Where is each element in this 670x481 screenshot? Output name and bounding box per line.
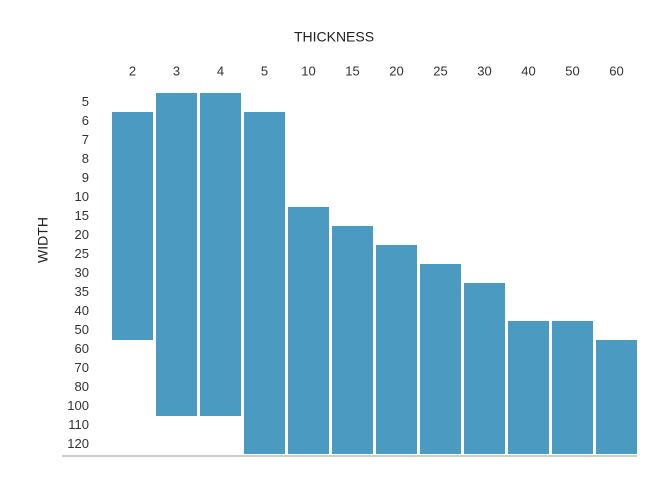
bar bbox=[156, 93, 197, 416]
bar bbox=[112, 112, 153, 340]
y-tick-label: 100 bbox=[67, 398, 89, 413]
y-tick-label: 120 bbox=[67, 436, 89, 451]
y-tick-label: 110 bbox=[68, 417, 89, 432]
y-tick-label: 80 bbox=[75, 379, 89, 394]
y-tick-label: 20 bbox=[75, 227, 89, 242]
bar bbox=[420, 264, 461, 454]
y-tick-label: 6 bbox=[82, 113, 89, 128]
x-tick-label: 25 bbox=[433, 63, 447, 78]
y-tick-label: 9 bbox=[82, 170, 89, 185]
x-tick-label: 50 bbox=[565, 63, 579, 78]
x-tick-label: 60 bbox=[609, 63, 623, 78]
x-tick-label: 5 bbox=[261, 63, 268, 78]
bar bbox=[288, 207, 329, 454]
y-tick-label: 8 bbox=[82, 151, 89, 166]
x-tick-label: 40 bbox=[521, 63, 535, 78]
y-tick-label: 70 bbox=[75, 360, 89, 375]
x-tick-label: 20 bbox=[389, 63, 403, 78]
chart-title: THICKNESS bbox=[294, 29, 374, 45]
x-tick-label: 15 bbox=[345, 63, 359, 78]
bar bbox=[244, 112, 285, 454]
bar bbox=[596, 340, 637, 454]
y-tick-label: 15 bbox=[75, 208, 89, 223]
x-tick-label: 4 bbox=[217, 63, 224, 78]
x-tick-label: 3 bbox=[173, 63, 180, 78]
y-tick-label: 40 bbox=[75, 303, 89, 318]
y-tick-label: 10 bbox=[75, 189, 89, 204]
y-axis-label: WIDTH bbox=[35, 217, 51, 263]
bar bbox=[464, 283, 505, 454]
y-tick-label: 7 bbox=[82, 132, 89, 147]
bar bbox=[508, 321, 549, 454]
bar bbox=[552, 321, 593, 454]
y-tick-label: 30 bbox=[75, 265, 89, 280]
y-tick-label: 60 bbox=[75, 341, 89, 356]
bar bbox=[376, 245, 417, 454]
x-tick-label: 2 bbox=[129, 63, 136, 78]
bar bbox=[200, 93, 241, 416]
y-tick-label: 35 bbox=[75, 284, 89, 299]
x-tick-label: 30 bbox=[477, 63, 491, 78]
y-tick-label: 5 bbox=[82, 94, 89, 109]
y-tick-label: 25 bbox=[75, 246, 89, 261]
y-tick-label: 50 bbox=[75, 322, 89, 337]
x-tick-label: 10 bbox=[301, 63, 315, 78]
bar bbox=[332, 226, 373, 454]
